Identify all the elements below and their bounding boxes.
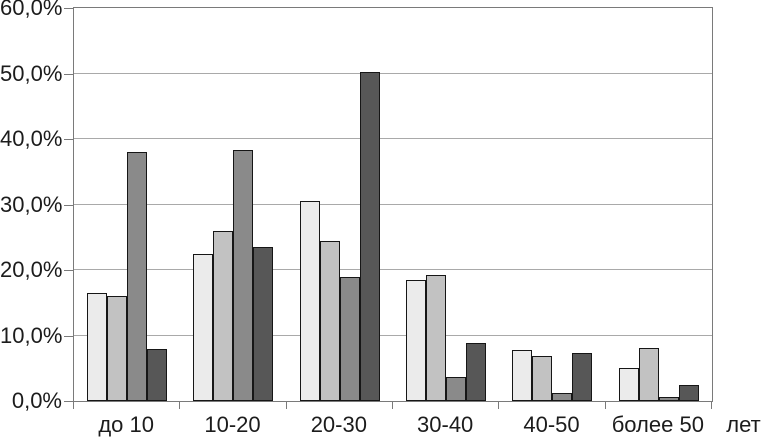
y-axis-tick xyxy=(64,139,73,140)
bar-series-3 xyxy=(446,377,467,401)
x-axis-label: 10-20 xyxy=(204,412,261,437)
x-axis-label: 40-50 xyxy=(523,412,580,437)
bar-series-3 xyxy=(658,397,679,401)
x-axis-tick xyxy=(392,402,393,409)
category-slot xyxy=(74,8,180,401)
bar-series-4 xyxy=(147,349,168,401)
bar-series-4 xyxy=(253,247,274,401)
category-slot xyxy=(499,8,605,401)
category-slot xyxy=(606,8,712,401)
x-axis-tick xyxy=(179,402,180,409)
bar-group xyxy=(512,350,593,401)
y-axis-label: 20,0% xyxy=(0,257,63,282)
y-axis-tick xyxy=(64,204,73,206)
plot-area xyxy=(73,7,713,402)
bar-series-3 xyxy=(552,393,573,401)
category-slot xyxy=(393,8,499,401)
y-axis-tick xyxy=(64,335,73,337)
y-axis-tick xyxy=(64,401,73,402)
bar-group xyxy=(406,275,487,401)
bar-series-4 xyxy=(572,353,593,401)
bar-group xyxy=(87,152,168,401)
bar-series-1 xyxy=(618,368,639,401)
x-axis-label: 20-30 xyxy=(310,412,367,437)
bar-series-2 xyxy=(319,241,340,401)
bar-series-1 xyxy=(87,293,108,401)
bar-group xyxy=(193,150,274,401)
bar-series-2 xyxy=(107,296,128,401)
x-axis-tick xyxy=(286,402,287,409)
bar-series-2 xyxy=(638,348,659,401)
x-axis-label: более 50 xyxy=(611,412,704,437)
gridline xyxy=(74,72,712,74)
bar-series-2 xyxy=(213,231,234,401)
bar-series-1 xyxy=(299,201,320,401)
x-axis-label: 30-40 xyxy=(417,412,474,437)
bar-series-2 xyxy=(426,275,447,401)
bar-series-4 xyxy=(359,72,380,401)
y-axis-tick xyxy=(64,8,73,9)
x-axis-tick xyxy=(711,402,712,409)
y-axis-label: 10,0% xyxy=(0,322,63,348)
y-axis-label: 40,0% xyxy=(0,126,63,151)
bar-series-2 xyxy=(532,356,553,401)
category-slot xyxy=(180,8,286,401)
bar-series-3 xyxy=(233,150,254,401)
x-axis-tick xyxy=(605,402,606,409)
bar-series-1 xyxy=(193,254,214,401)
x-axis-tick xyxy=(498,402,499,409)
bar-series-1 xyxy=(512,350,533,401)
y-axis-tick xyxy=(64,270,73,271)
bar-series-3 xyxy=(339,277,360,401)
x-axis-label: до 10 xyxy=(98,412,154,437)
bar-series-3 xyxy=(127,152,148,401)
gridline xyxy=(74,334,712,336)
x-axis-tick xyxy=(73,402,74,409)
y-axis-label: 60,0% xyxy=(0,0,63,20)
y-axis-tick xyxy=(64,73,73,75)
bar-series-1 xyxy=(406,280,427,401)
gridline xyxy=(74,203,712,205)
y-axis-label: 50,0% xyxy=(0,60,63,86)
y-axis-label: 0,0% xyxy=(11,388,62,413)
bar-series-4 xyxy=(678,385,699,401)
gridline xyxy=(74,269,712,270)
y-axis-label: 30,0% xyxy=(0,191,63,217)
x-axis-unit-label: лет xyxy=(726,412,761,437)
gridline xyxy=(74,138,712,139)
bar-series-4 xyxy=(466,343,487,401)
category-slot xyxy=(287,8,393,401)
bar-group xyxy=(618,348,699,401)
bar-group xyxy=(299,72,380,401)
